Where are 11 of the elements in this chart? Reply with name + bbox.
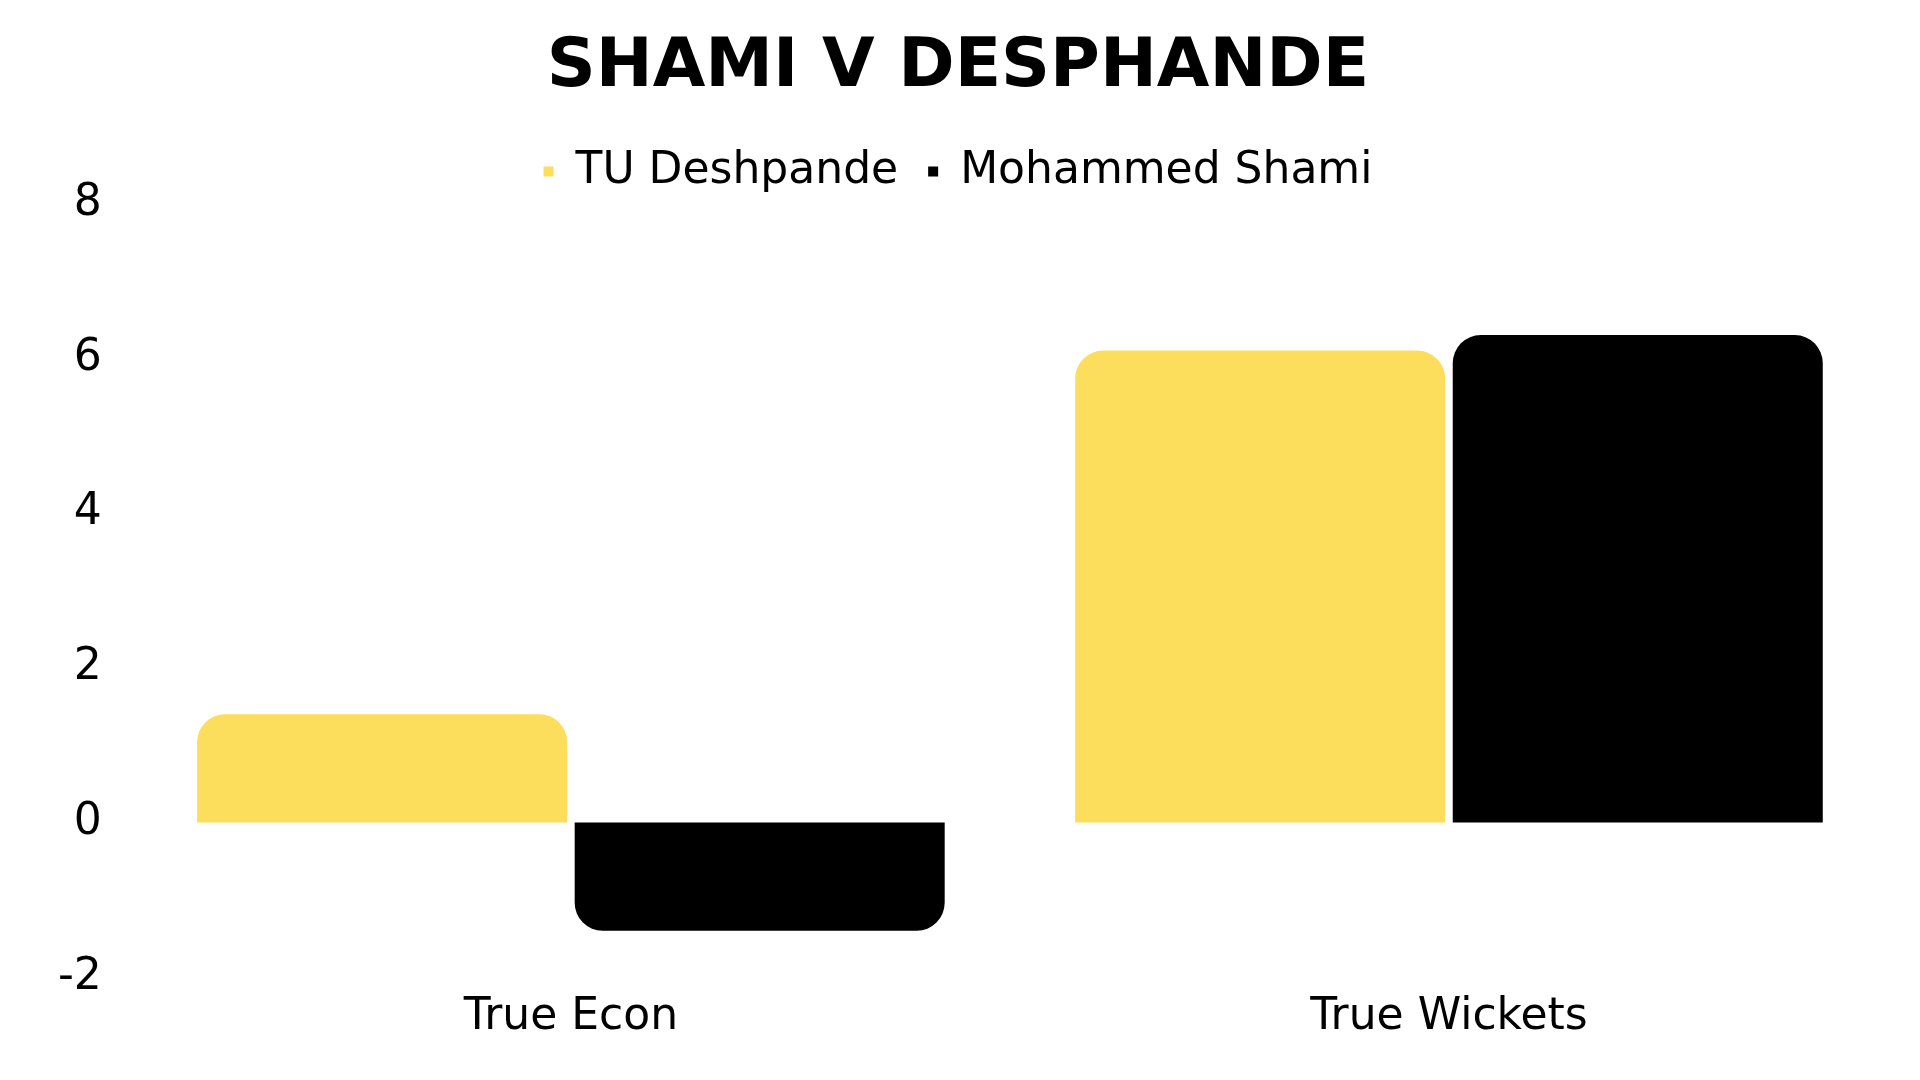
y-tick-label: -2 (58, 947, 102, 999)
chart-title: SHAMI V DESPHANDE (546, 23, 1370, 103)
y-tick-label: 6 (73, 328, 102, 380)
x-tick-label: True Econ (462, 988, 679, 1040)
y-tick-label: 0 (73, 792, 102, 844)
y-tick-label: 2 (73, 638, 102, 690)
y-tick-label: 4 (73, 483, 102, 535)
y-tick-label: 8 (73, 174, 102, 226)
x-tick-label: True Wickets (1309, 988, 1588, 1040)
legend-label: TU Deshpande (574, 142, 899, 194)
legend-label: Mohammed Shami (960, 142, 1373, 194)
